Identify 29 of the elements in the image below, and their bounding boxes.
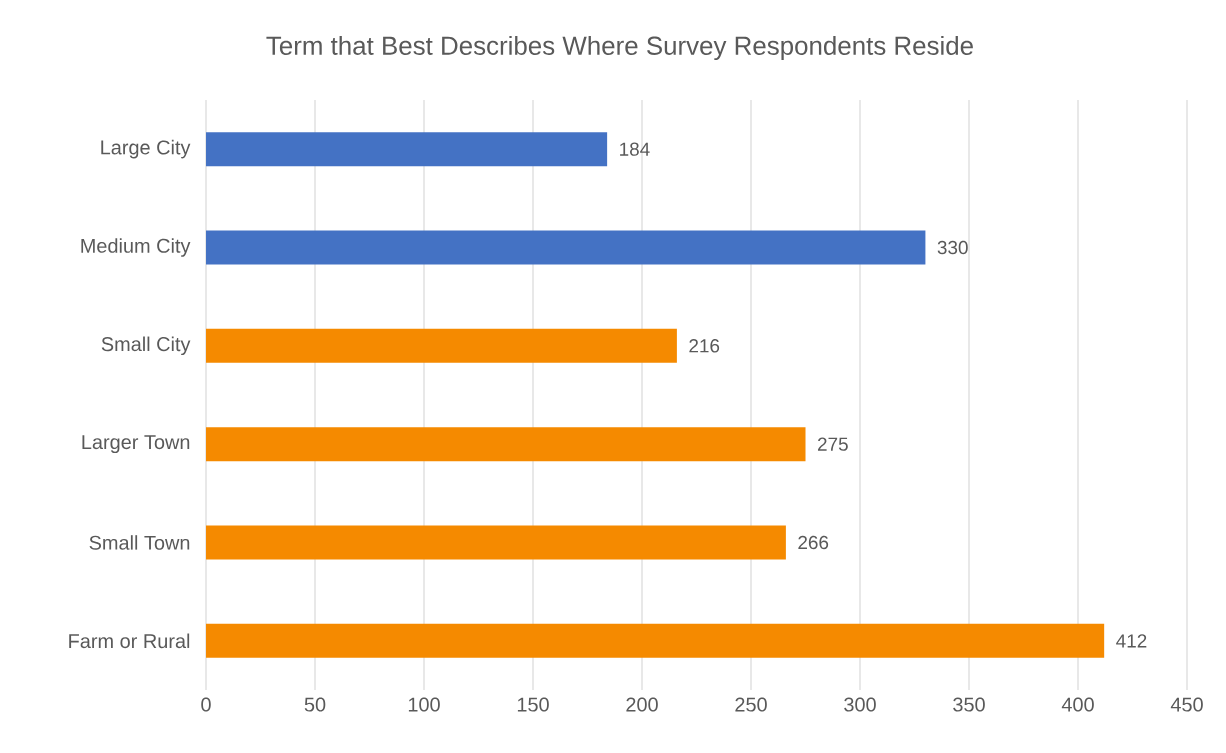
data-label: 412	[1116, 634, 1147, 648]
bar	[206, 230, 926, 265]
data-label: 266	[798, 535, 829, 550]
x-tick-label: 100	[408, 697, 440, 712]
y-tick-label: Larger Town	[82, 435, 190, 454]
data-label: 330	[937, 240, 968, 255]
x-tick-label: 350	[953, 697, 985, 712]
y-tick-label: Medium City	[81, 238, 191, 257]
data-label: 275	[817, 437, 848, 451]
x-tick-label: 0	[201, 697, 211, 712]
bar	[206, 132, 608, 167]
x-tick-label: 300	[844, 697, 876, 712]
y-tick-label: Large City	[101, 139, 191, 159]
y-tick-label: Farm or Rural	[69, 633, 190, 649]
bar	[206, 525, 786, 560]
bar	[206, 427, 806, 462]
data-label: 216	[689, 339, 720, 353]
x-tick-label: 50	[304, 697, 326, 712]
y-tick-label: Small Town	[89, 535, 190, 550]
x-tick-label: 150	[517, 697, 549, 712]
x-tick-label: 250	[735, 697, 767, 712]
bar	[206, 328, 677, 363]
data-label: 184	[620, 142, 650, 156]
x-tick-label: 400	[1061, 697, 1094, 712]
x-tick-label: 450	[1170, 697, 1203, 712]
chart-title: Term that Best Describes Where Survey Respondents Reside	[266, 35, 973, 61]
bar	[206, 623, 1105, 658]
y-tick-label: Small City	[101, 336, 191, 356]
x-tick-label: 200	[626, 697, 658, 712]
